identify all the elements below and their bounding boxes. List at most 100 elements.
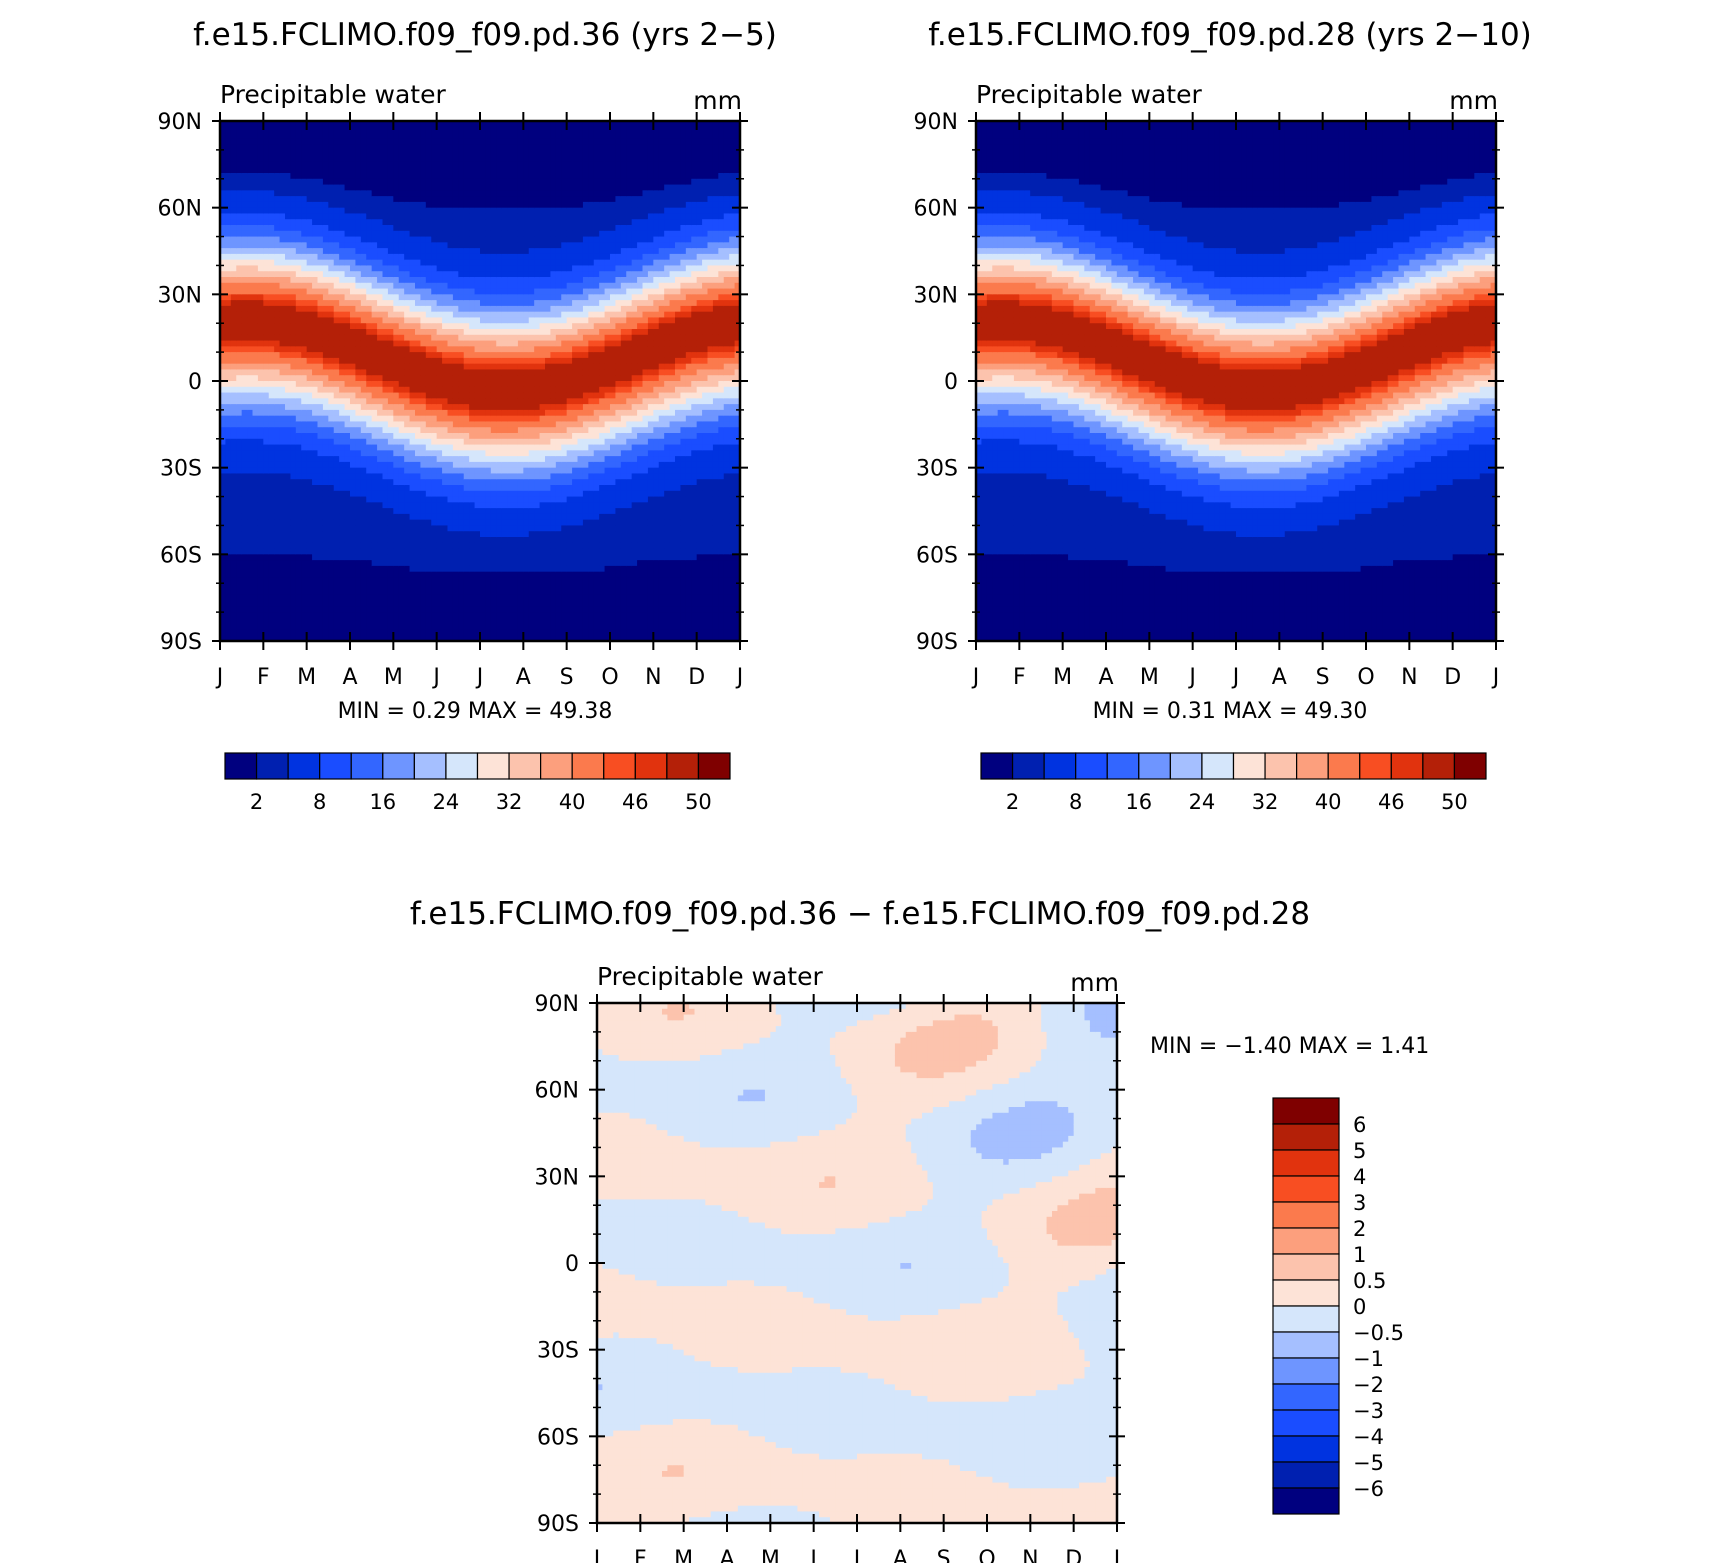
contour-cell (285, 560, 291, 566)
contour-cell (464, 248, 470, 254)
contour-cell (296, 439, 302, 445)
contour-cell (236, 491, 242, 497)
contour-cell (480, 346, 486, 352)
contour-cell (231, 156, 237, 162)
contour-cell (253, 606, 259, 612)
contour-cell (420, 329, 426, 335)
contour-cell (420, 393, 426, 399)
contour-cell (253, 439, 259, 445)
contour-cell (448, 225, 454, 231)
contour-cell (269, 462, 275, 468)
contour-cell (420, 629, 426, 635)
contour-cell (355, 358, 361, 364)
contour-cell (334, 254, 340, 260)
contour-cell (437, 560, 443, 566)
contour-cell (464, 294, 470, 300)
contour-cell (328, 312, 334, 318)
contour-cell (355, 491, 361, 497)
contour-cell (258, 213, 264, 219)
contour-cell (236, 179, 242, 185)
contour-cell (301, 323, 307, 329)
contour-cell (247, 410, 253, 416)
contour-cell (242, 566, 248, 572)
contour-cell (247, 612, 253, 618)
contour-cell (323, 369, 329, 375)
contour-cell (355, 427, 361, 433)
contour-cell (350, 404, 356, 410)
contour-cell (350, 612, 356, 618)
contour-cell (410, 144, 416, 150)
contour-cell (334, 514, 340, 520)
contour-cell (393, 196, 399, 202)
contour-cell (334, 404, 340, 410)
contour-cell (236, 427, 242, 433)
contour-cell (339, 173, 345, 179)
contour-cell (442, 549, 448, 555)
contour-cell (242, 260, 248, 266)
contour-cell (361, 537, 367, 543)
contour-cell (225, 306, 231, 312)
contour-cell (491, 133, 497, 139)
contour-cell (323, 213, 329, 219)
contour-cell (225, 606, 231, 612)
contour-cell (502, 520, 508, 526)
contour-cell (253, 566, 259, 572)
contour-cell (513, 138, 519, 144)
contour-cell (404, 595, 410, 601)
contour-cell (301, 450, 307, 456)
contour-cell (513, 572, 519, 578)
contour-cell (458, 254, 464, 260)
contour-cell (242, 416, 248, 422)
contour-cell (225, 138, 231, 144)
contour-cell (285, 629, 291, 635)
contour-cell (404, 196, 410, 202)
contour-cell (469, 213, 475, 219)
contour-cell (247, 560, 253, 566)
contour-cell (399, 577, 405, 583)
contour-cell (328, 612, 334, 618)
contour-cell (225, 167, 231, 173)
contour-cell (437, 439, 443, 445)
contour-cell (253, 352, 259, 358)
contour-cell (485, 156, 491, 162)
contour-cell (280, 167, 286, 173)
contour-cell (372, 393, 378, 399)
contour-cell (253, 427, 259, 433)
contour-cell (507, 421, 513, 427)
contour-cell (431, 543, 437, 549)
contour-cell (345, 554, 351, 560)
contour-cell (296, 416, 302, 422)
contour-cell (372, 485, 378, 491)
contour-cell (290, 190, 296, 196)
contour-cell (393, 612, 399, 618)
contour-cell (388, 283, 394, 289)
contour-cell (383, 208, 389, 214)
contour-cell (485, 421, 491, 427)
contour-cell (296, 497, 302, 503)
contour-cell (518, 231, 524, 237)
contour-cell (399, 317, 405, 323)
contour-cell (269, 375, 275, 381)
contour-cell (513, 196, 519, 202)
contour-cell (269, 161, 275, 167)
contour-cell (253, 577, 259, 583)
contour-cell (231, 577, 237, 583)
contour-cell (453, 312, 459, 318)
contour-cell (258, 468, 264, 474)
contour-cell (318, 254, 324, 260)
contour-cell (253, 595, 259, 601)
contour-cell (318, 560, 324, 566)
contour-cell (242, 393, 248, 399)
contour-cell (345, 179, 351, 185)
contour-cell (377, 427, 383, 433)
contour-cell (231, 179, 237, 185)
contour-cell (426, 618, 432, 624)
contour-cell (399, 213, 405, 219)
contour-cell (431, 300, 437, 306)
contour-cell (242, 543, 248, 549)
contour-cell (415, 554, 421, 560)
contour-cell (453, 514, 459, 520)
contour-cell (280, 433, 286, 439)
contour-cell (225, 127, 231, 133)
contour-cell (372, 537, 378, 543)
